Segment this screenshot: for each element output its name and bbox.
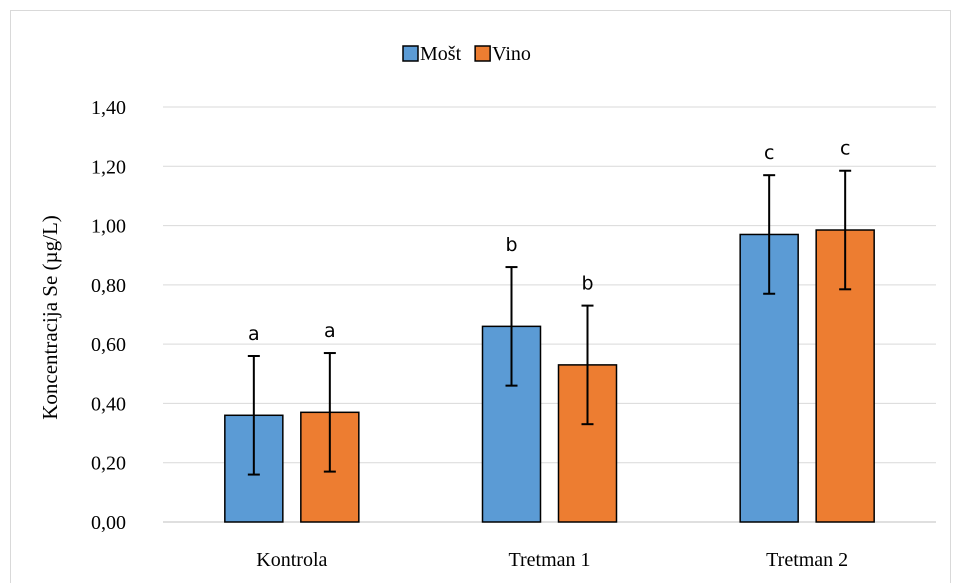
y-axis-label: Koncentracija Se (µg/L) — [38, 215, 62, 420]
significance-letter: b — [581, 273, 593, 295]
significance-letter: c — [840, 138, 850, 160]
y-tick-label: 1,40 — [91, 97, 126, 119]
legend-swatch — [474, 45, 491, 62]
y-tick-label: 0,20 — [91, 453, 126, 475]
x-tick-label: Tretman 2 — [766, 549, 848, 571]
y-tick-label: 0,00 — [91, 512, 126, 534]
significance-letter: c — [764, 142, 774, 164]
y-tick-label: 1,20 — [91, 156, 126, 178]
legend-label: Vino — [492, 43, 531, 65]
legend-swatch — [402, 45, 419, 62]
legend-label: Mošt — [420, 43, 462, 65]
significance-letter: a — [324, 320, 336, 342]
y-tick-label: 0,40 — [91, 393, 126, 415]
significance-letter: b — [505, 234, 517, 256]
y-tick-label: 0,80 — [91, 275, 126, 297]
y-tick-label: 0,60 — [91, 334, 126, 356]
y-tick-label: 1,00 — [91, 216, 126, 238]
x-tick-label: Tretman 1 — [508, 549, 590, 571]
significance-letter: a — [248, 323, 260, 345]
x-tick-label: Kontrola — [256, 549, 327, 571]
